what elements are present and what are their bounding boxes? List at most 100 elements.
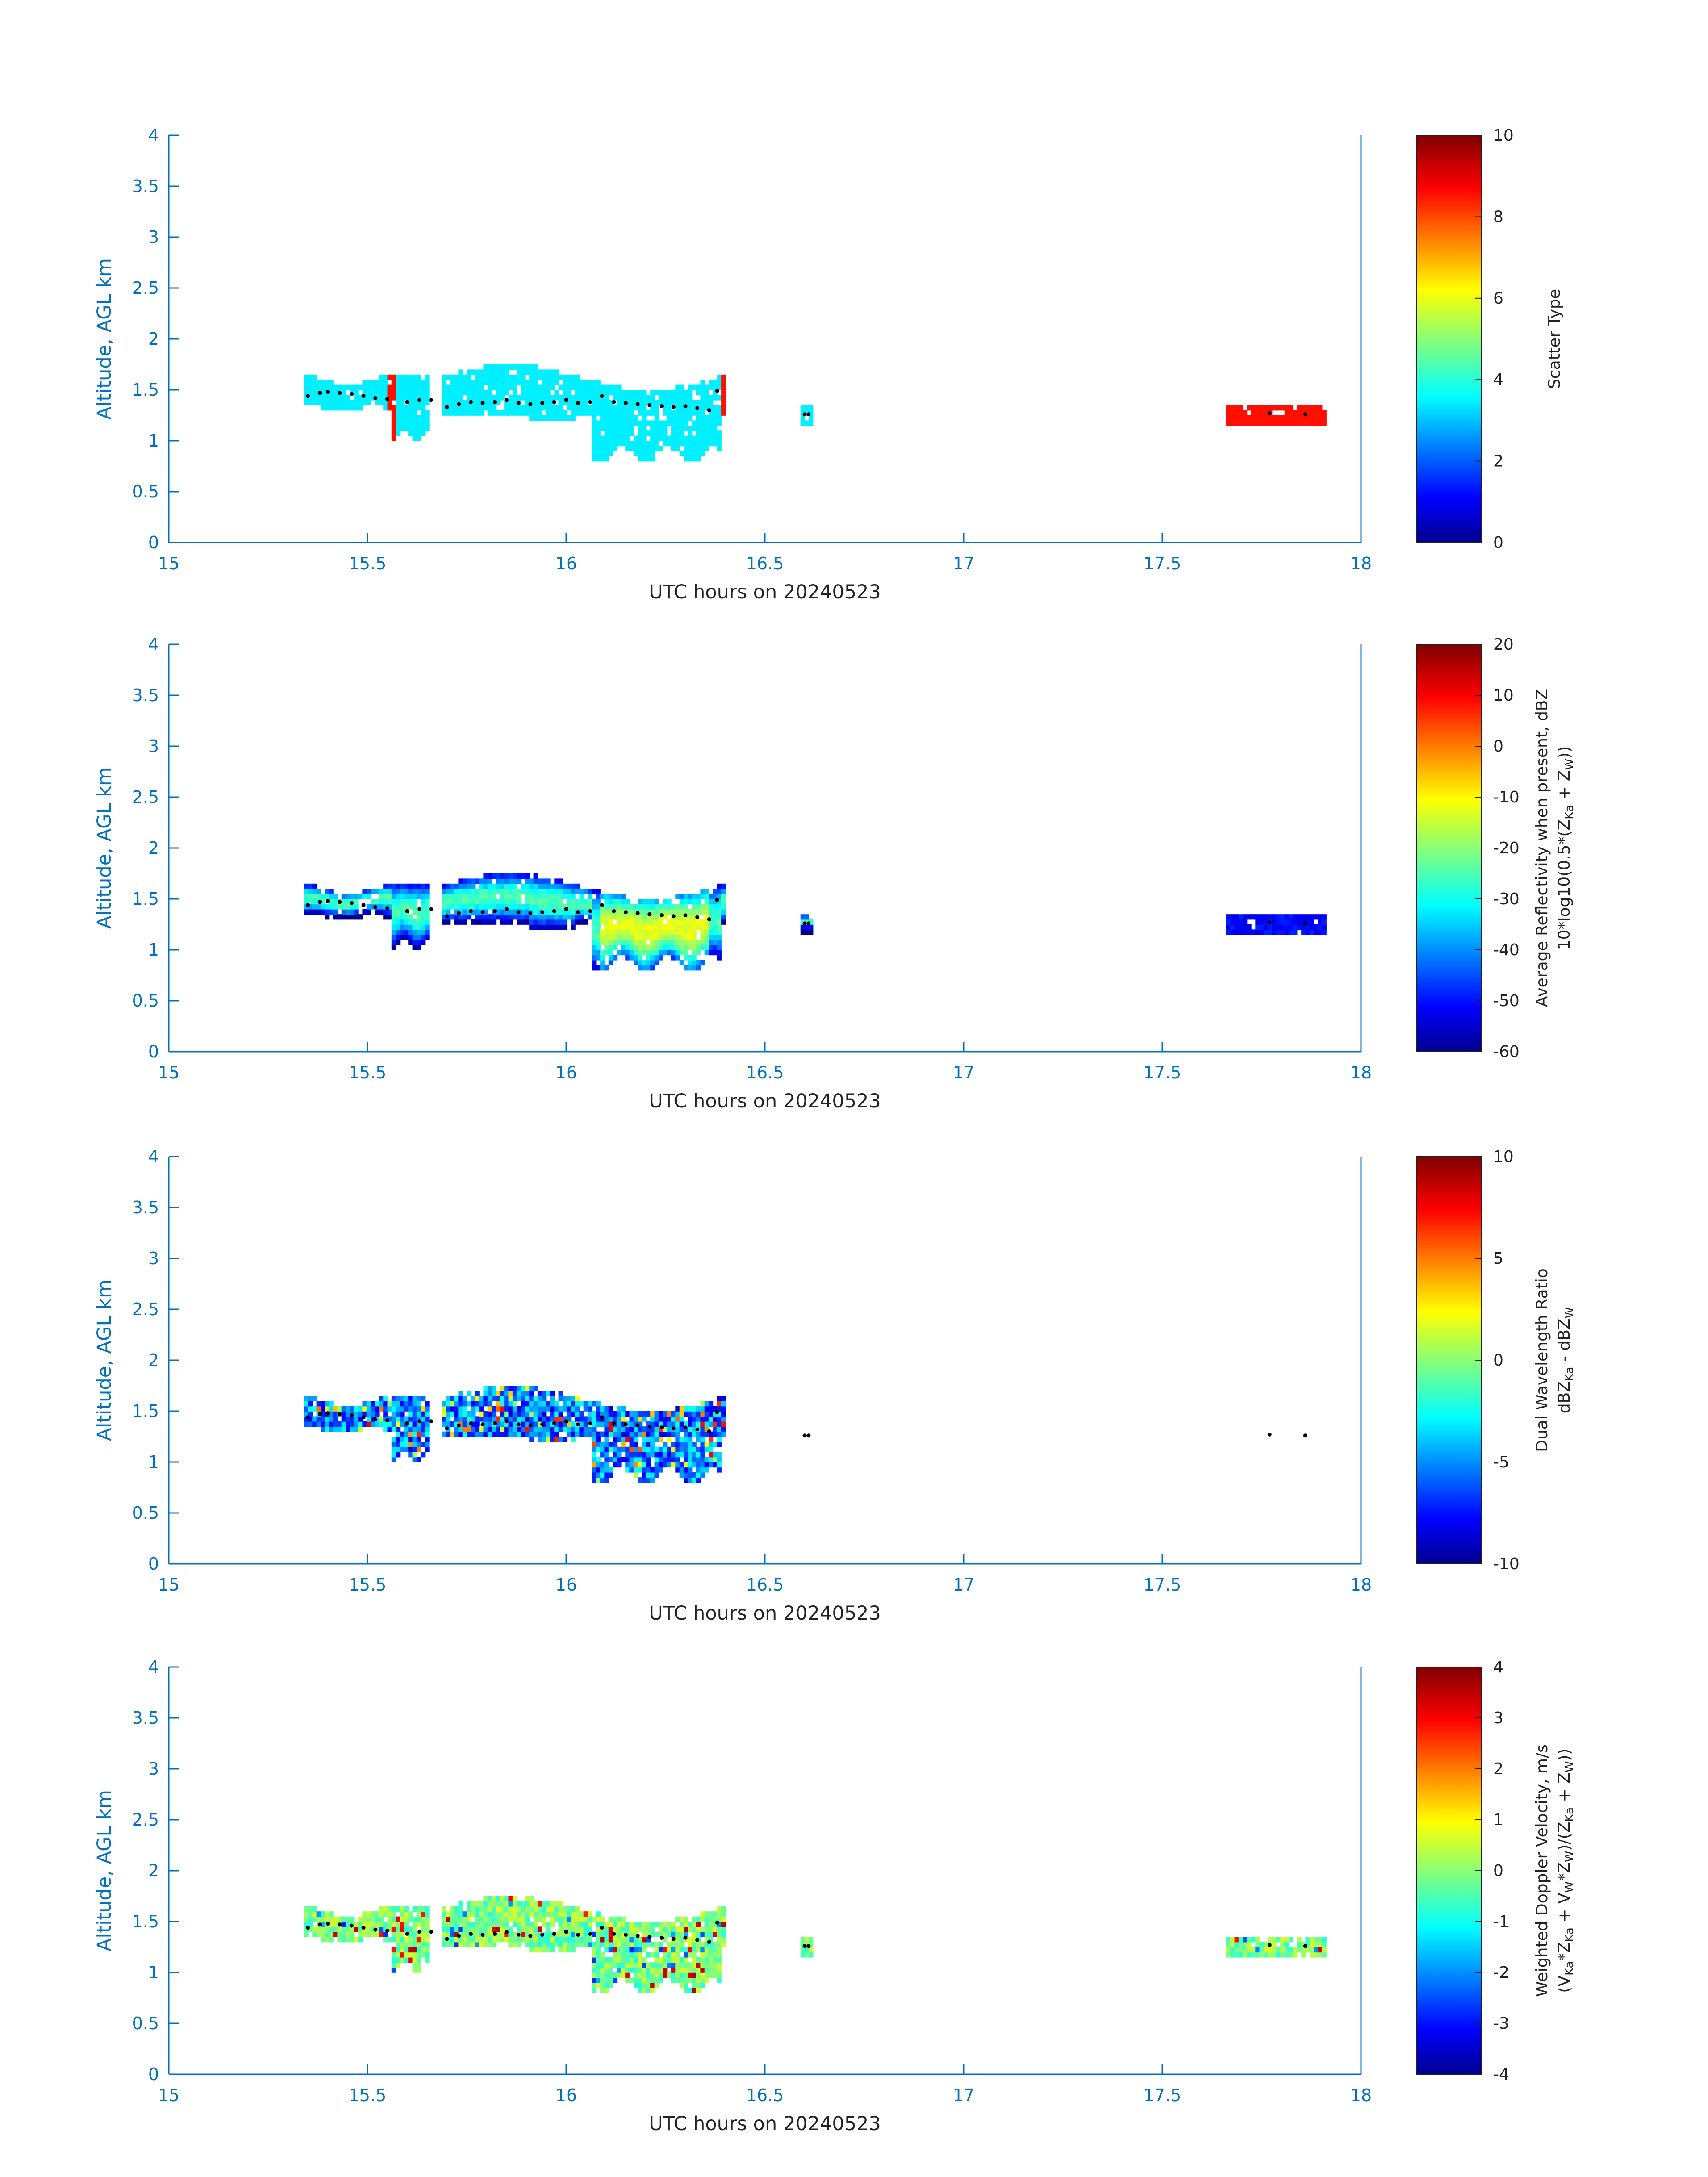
heatmap-cell <box>638 934 643 940</box>
heatmap-cell <box>537 889 542 894</box>
heatmap-cell <box>679 914 684 920</box>
heatmap-cell <box>450 1922 455 1927</box>
heatmap-cell <box>621 929 626 935</box>
heatmap-cell <box>642 909 647 915</box>
heatmap-cell <box>709 924 714 930</box>
cloud-base-point <box>405 1421 409 1425</box>
heatmap-cell <box>416 425 421 431</box>
heatmap-cell <box>446 1411 451 1417</box>
heatmap-cell <box>321 1421 326 1427</box>
heatmap-cell <box>638 955 643 961</box>
heatmap-cell <box>521 1922 526 1927</box>
heatmap-cell <box>1230 415 1235 421</box>
heatmap-cell <box>625 899 630 905</box>
heatmap-cell <box>446 1431 451 1437</box>
heatmap-cell <box>592 904 597 910</box>
heatmap-cell <box>709 1967 714 1973</box>
heatmap-cell <box>608 410 613 416</box>
heatmap-cell <box>596 1962 601 1968</box>
heatmap-cell <box>654 950 659 956</box>
heatmap-cell <box>642 456 647 462</box>
heatmap-cell <box>346 894 351 899</box>
heatmap-cell <box>492 899 497 905</box>
heatmap-cell <box>316 894 321 899</box>
heatmap-cell <box>1309 420 1314 426</box>
heatmap-cell <box>604 1416 609 1422</box>
heatmap-cell <box>1297 1947 1302 1953</box>
heatmap-cell <box>542 1937 547 1943</box>
heatmap-cell <box>654 441 659 447</box>
heatmap-cell <box>512 1396 517 1401</box>
heatmap-cell <box>567 889 572 894</box>
heatmap-cell <box>1268 914 1273 920</box>
heatmap-cell <box>454 400 459 405</box>
heatmap-cell <box>1293 1952 1298 1958</box>
heatmap-cell <box>629 1926 634 1932</box>
heatmap-cell <box>416 929 421 935</box>
heatmap-cell <box>496 1906 501 1912</box>
heatmap-cell <box>671 1926 676 1932</box>
x-axis-label: UTC hours on 20240523 <box>649 1090 881 1112</box>
colorbar-tick-label: 2 <box>1493 452 1503 471</box>
heatmap-cell <box>496 1931 501 1937</box>
heatmap-cell <box>596 924 601 930</box>
heatmap-cell <box>663 1972 668 1978</box>
heatmap-cell <box>709 1446 714 1452</box>
heatmap-cell <box>579 390 584 396</box>
heatmap-cell <box>1318 410 1323 416</box>
heatmap-cell <box>625 940 630 945</box>
heatmap-cell <box>337 1421 342 1427</box>
heatmap-cell <box>325 894 330 899</box>
heatmap-cell <box>479 380 484 385</box>
cloud-base-point <box>588 909 592 913</box>
heatmap-cell <box>675 1931 680 1937</box>
heatmap-cell <box>688 909 693 915</box>
heatmap-cell <box>621 430 626 436</box>
heatmap-cell <box>704 1911 709 1917</box>
heatmap-cell <box>638 1452 643 1458</box>
heatmap-cell <box>1259 1947 1264 1953</box>
heatmap-cell <box>400 1416 405 1422</box>
heatmap-cell <box>563 1437 568 1442</box>
colorbar-tick-label: -30 <box>1493 890 1520 908</box>
heatmap-cell <box>717 955 722 961</box>
heatmap-cell <box>713 1957 718 1963</box>
heatmap-cell <box>700 1947 705 1953</box>
heatmap-cell <box>379 1911 384 1917</box>
heatmap-cell <box>396 1421 401 1427</box>
heatmap-cell <box>1297 410 1302 416</box>
heatmap-cell <box>663 1452 668 1458</box>
heatmap-cell <box>700 1437 705 1442</box>
heatmap-cell <box>529 899 534 905</box>
heatmap-cell <box>387 395 392 401</box>
heatmap-cell <box>567 1426 572 1432</box>
heatmap-cell <box>717 1396 722 1401</box>
y-tick-label: 3.5 <box>132 1708 159 1728</box>
heatmap-cell <box>588 1426 593 1432</box>
heatmap-cell <box>492 914 497 920</box>
heatmap-cell <box>546 914 551 920</box>
heatmap-cell <box>663 909 668 915</box>
heatmap-cell <box>496 1396 501 1401</box>
heatmap-cell <box>650 914 655 920</box>
heatmap-cell <box>329 390 334 396</box>
heatmap-cell <box>667 1411 672 1417</box>
heatmap-cell <box>408 1957 413 1963</box>
heatmap-cell <box>379 1916 384 1922</box>
heatmap-cell <box>496 889 501 894</box>
heatmap-cell <box>709 420 714 426</box>
heatmap-cell <box>567 1431 572 1437</box>
heatmap-cell <box>646 1977 651 1983</box>
heatmap-cell <box>629 415 634 421</box>
heatmap-cell <box>383 1411 388 1417</box>
heatmap-cell <box>358 400 363 405</box>
heatmap-cell <box>304 889 309 894</box>
heatmap-cell <box>675 405 680 411</box>
heatmap-cell <box>546 384 551 390</box>
heatmap-cell <box>416 430 421 436</box>
heatmap-cell <box>675 955 680 961</box>
heatmap-cell <box>558 909 563 915</box>
heatmap-cell <box>496 395 501 401</box>
heatmap-cell <box>496 1391 501 1396</box>
heatmap-cell <box>525 914 530 920</box>
